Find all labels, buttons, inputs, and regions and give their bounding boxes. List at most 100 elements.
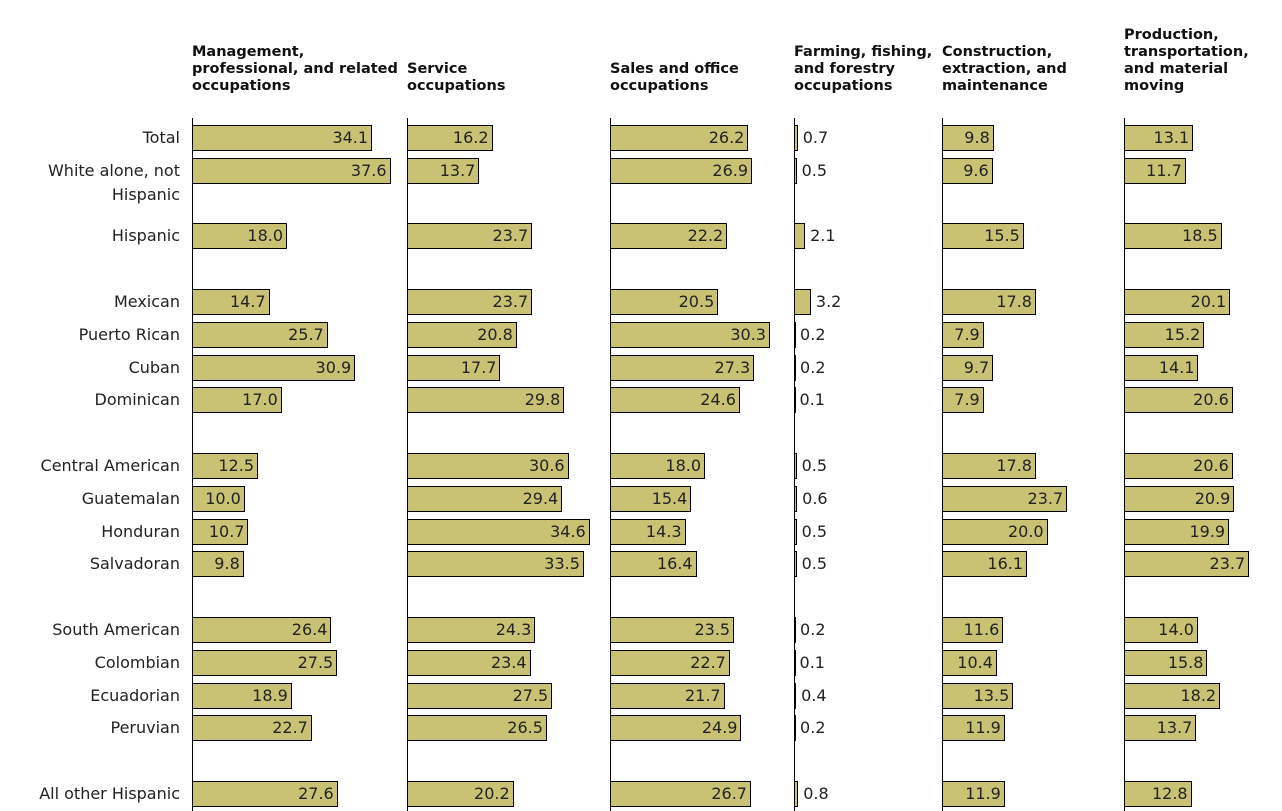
value-label: 17.8 bbox=[996, 292, 1032, 311]
value-label: 26.7 bbox=[711, 784, 747, 803]
value-label: 0.7 bbox=[802, 128, 829, 147]
bar bbox=[192, 518, 249, 545]
bar bbox=[407, 551, 584, 578]
bar bbox=[407, 485, 563, 512]
bar bbox=[610, 781, 751, 807]
bar bbox=[610, 453, 706, 479]
value-label: 9.8 bbox=[214, 554, 240, 574]
bar bbox=[942, 551, 1027, 578]
category-label: Colombian bbox=[94, 652, 180, 672]
category-label: Puerto Rican bbox=[78, 324, 180, 344]
value-label: 26.2 bbox=[708, 128, 745, 147]
value-label: 16.1 bbox=[987, 554, 1024, 574]
category-label: Central American bbox=[40, 456, 180, 475]
value-label: 10.0 bbox=[205, 488, 241, 508]
value-label: 24.9 bbox=[701, 718, 738, 738]
value-label: 0.5 bbox=[801, 554, 828, 574]
bar bbox=[192, 649, 338, 676]
bar bbox=[942, 157, 993, 184]
value-label: 10.4 bbox=[957, 652, 993, 672]
category-label: Ecuadorian bbox=[90, 685, 180, 705]
value-label: 18.2 bbox=[1180, 685, 1217, 705]
bar bbox=[407, 682, 553, 709]
value-label: 0.2 bbox=[800, 324, 826, 344]
value-label: 9.8 bbox=[964, 128, 990, 147]
value-label: 24.6 bbox=[700, 390, 736, 410]
bar bbox=[610, 223, 728, 250]
bar bbox=[407, 781, 514, 807]
value-label: 17.0 bbox=[242, 390, 278, 410]
bar bbox=[794, 321, 796, 348]
value-label: 7.9 bbox=[954, 324, 980, 344]
bar bbox=[942, 125, 994, 151]
bar bbox=[610, 551, 697, 578]
bar bbox=[407, 649, 531, 676]
bar bbox=[794, 387, 796, 414]
value-label: 17.7 bbox=[460, 357, 497, 377]
value-label: 23.7 bbox=[1027, 488, 1064, 508]
value-label: 20.8 bbox=[477, 324, 513, 344]
bar bbox=[1124, 551, 1250, 578]
bar bbox=[407, 321, 517, 348]
value-label: 24.3 bbox=[495, 620, 532, 639]
value-label: 27.3 bbox=[714, 357, 751, 377]
bar bbox=[610, 125, 749, 151]
bar bbox=[192, 617, 332, 643]
category-label: Honduran bbox=[101, 521, 180, 541]
value-label: 0.2 bbox=[800, 357, 826, 377]
bar bbox=[192, 485, 245, 512]
panel-title: Farming, fishing, and forestry occupatio… bbox=[794, 44, 933, 94]
value-label: 0.2 bbox=[800, 718, 826, 738]
value-label: 25.7 bbox=[288, 324, 324, 344]
value-label: 30.3 bbox=[730, 324, 766, 344]
panel-title: Sales and office occupations bbox=[610, 61, 739, 94]
category-label: South American bbox=[52, 620, 180, 639]
value-label: 13.7 bbox=[439, 160, 476, 180]
value-label: 26.4 bbox=[291, 620, 328, 639]
value-label: 18.0 bbox=[247, 226, 284, 246]
value-label: 16.2 bbox=[452, 128, 489, 147]
value-label: 23.5 bbox=[694, 620, 731, 639]
bar bbox=[192, 682, 292, 709]
bar bbox=[610, 518, 686, 545]
bar bbox=[1124, 354, 1199, 381]
value-label: 27.5 bbox=[297, 652, 334, 672]
bar bbox=[942, 387, 984, 414]
bar bbox=[942, 321, 984, 348]
value-label: 29.8 bbox=[524, 390, 561, 410]
category-label: Salvadoran bbox=[89, 554, 180, 574]
bar bbox=[794, 518, 797, 545]
value-label: 23.4 bbox=[490, 652, 527, 672]
value-label: 11.9 bbox=[965, 718, 1001, 738]
value-label: 22.2 bbox=[687, 226, 724, 246]
bar bbox=[610, 682, 725, 709]
bar bbox=[1124, 157, 1186, 184]
bar bbox=[942, 518, 1048, 545]
bar bbox=[942, 682, 1014, 709]
value-label: 0.1 bbox=[799, 390, 825, 410]
bar bbox=[610, 649, 730, 676]
value-label: 0.5 bbox=[801, 456, 828, 475]
value-label: 18.0 bbox=[665, 456, 702, 475]
category-label: Hispanic bbox=[111, 226, 180, 246]
value-label: 0.2 bbox=[800, 620, 826, 639]
bar bbox=[1124, 125, 1194, 151]
bar bbox=[1124, 387, 1233, 414]
bar bbox=[407, 125, 493, 151]
bar bbox=[407, 157, 480, 184]
value-label: 23.7 bbox=[1209, 554, 1246, 574]
value-label: 16.4 bbox=[656, 554, 693, 574]
bar bbox=[1124, 453, 1233, 479]
value-label: 37.6 bbox=[350, 160, 387, 180]
value-label: 10.7 bbox=[208, 521, 245, 541]
value-label: 11.7 bbox=[1146, 160, 1182, 180]
value-label: 17.8 bbox=[996, 456, 1032, 475]
value-label: 29.4 bbox=[522, 488, 559, 508]
bar bbox=[794, 223, 806, 250]
bar bbox=[610, 387, 740, 414]
value-label: 15.8 bbox=[1167, 652, 1204, 672]
bar bbox=[794, 617, 796, 643]
value-label: 23.7 bbox=[492, 292, 529, 311]
bar bbox=[192, 715, 312, 742]
bar bbox=[610, 354, 755, 381]
